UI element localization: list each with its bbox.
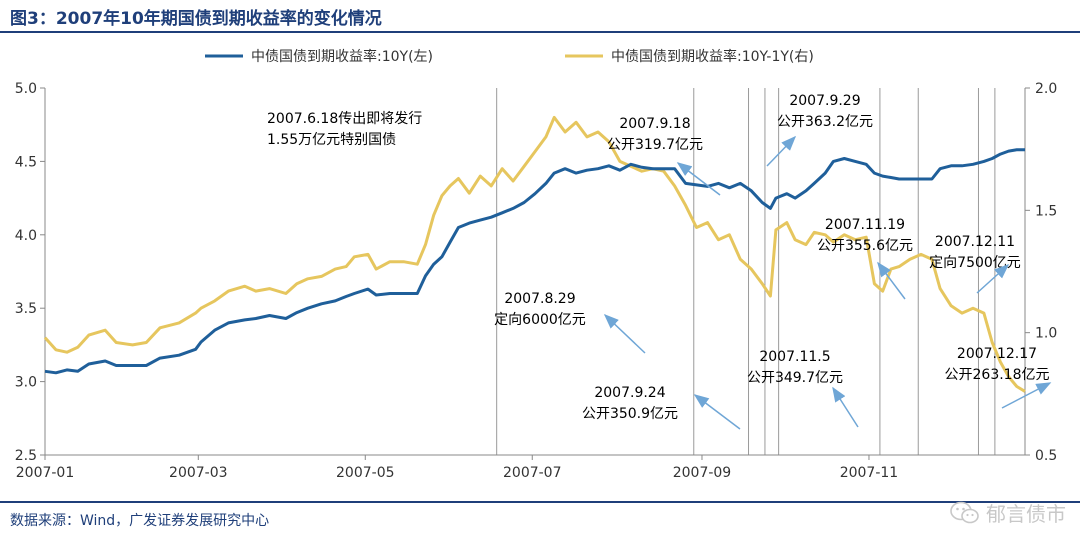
footer-divider (0, 501, 1080, 503)
series-line-10y (44, 148, 1025, 375)
y-right-tick-label: 1.0 (1035, 326, 1057, 342)
annotation-text: 公开349.7亿元 (747, 370, 843, 386)
y-right-tick-label: 1.5 (1035, 203, 1057, 219)
y-right-tick-label: 0.5 (1035, 448, 1057, 464)
annotation-text: 公开263.18亿元 (945, 367, 1050, 383)
y-right-tick-label: 2.0 (1035, 81, 1057, 97)
series-line-10y-1y (43, 115, 1026, 393)
legend: 中债国债到期收益率:10Y(左) 中债国债到期收益率:10Y-1Y(右) (205, 48, 814, 65)
watermark: 郁言债市 (950, 498, 1066, 527)
x-tick-label: 2007-03 (169, 465, 228, 481)
x-tick-label: 2007-09 (673, 465, 732, 481)
annotation-text: 2007.6.18传出即将发行 (267, 111, 422, 127)
annotation-text: 2007.9.24 (594, 385, 665, 401)
annotation-text: 1.55万亿元特别国债 (267, 132, 396, 148)
annotation-text: 2007.11.5 (759, 349, 830, 365)
annotation-arrow (766, 135, 797, 167)
annotation-text: 2007.8.29 (504, 291, 575, 307)
title-divider (0, 31, 1080, 33)
y-left-tick-label: 3.0 (15, 375, 37, 391)
annotation-text: 公开319.7亿元 (607, 137, 703, 153)
wechat-icon (950, 501, 979, 523)
annotation-text: 2007.11.19 (825, 217, 905, 233)
annotation-arrow (603, 313, 646, 354)
annotation-arrow (832, 386, 859, 428)
annotation-text: 公开350.9亿元 (582, 406, 678, 422)
annotation-arrow (976, 263, 1010, 294)
annotation-text: 2007.9.18 (619, 116, 690, 132)
annotation-text: 公开363.2亿元 (777, 114, 873, 130)
annotation-text: 定向6000亿元 (494, 312, 586, 328)
annotation-arrow (693, 394, 741, 430)
y-left-tick-label: 5.0 (15, 81, 37, 97)
annotation-text: 定向7500亿元 (929, 255, 1021, 271)
event-vlines (496, 88, 996, 455)
x-tick-label: 2007-01 (16, 465, 75, 481)
y-left-tick-label: 3.5 (15, 301, 37, 317)
annotations: 2007.6.18传出即将发行 1.55万亿元特别国债 2007.8.29 定向600… (267, 93, 1052, 430)
annotation-text: 公开355.6亿元 (817, 238, 913, 254)
x-tick-label: 2007-11 (840, 465, 899, 481)
yield-chart: 2.5 3.0 3.5 4.0 4.5 5.0 0.5 1.0 1.5 2.0 2007-01 200… (15, 48, 1058, 481)
annotation-arrow (1001, 382, 1052, 409)
annotation-text: 2007.12.11 (935, 234, 1015, 250)
chart-title: 图3：2007年10年期国债到期收益率的变化情况 (10, 9, 382, 29)
annotation-arrow (877, 261, 906, 300)
y-left-tick-label: 4.5 (15, 154, 37, 170)
legend-label: 中债国债到期收益率:10Y(左) (251, 48, 433, 65)
annotation-arrow (676, 162, 721, 196)
axes: 2.5 3.0 3.5 4.0 4.5 5.0 0.5 1.0 1.5 2.0 2007-01 200… (15, 81, 1058, 481)
annotation-text: 2007.9.29 (789, 93, 860, 109)
y-left-tick-label: 4.0 (15, 228, 37, 244)
legend-label: 中债国债到期收益率:10Y-1Y(右) (611, 48, 814, 65)
annotation-text: 2007.12.17 (957, 346, 1037, 362)
watermark-text: 郁言债市 (986, 502, 1066, 526)
y-left-tick-label: 2.5 (15, 448, 37, 464)
series-layer (43, 115, 1026, 393)
source-note: 数据来源：Wind，广发证券发展研究中心 (10, 513, 270, 529)
x-tick-label: 2007-07 (503, 465, 562, 481)
x-tick-label: 2007-05 (336, 465, 395, 481)
